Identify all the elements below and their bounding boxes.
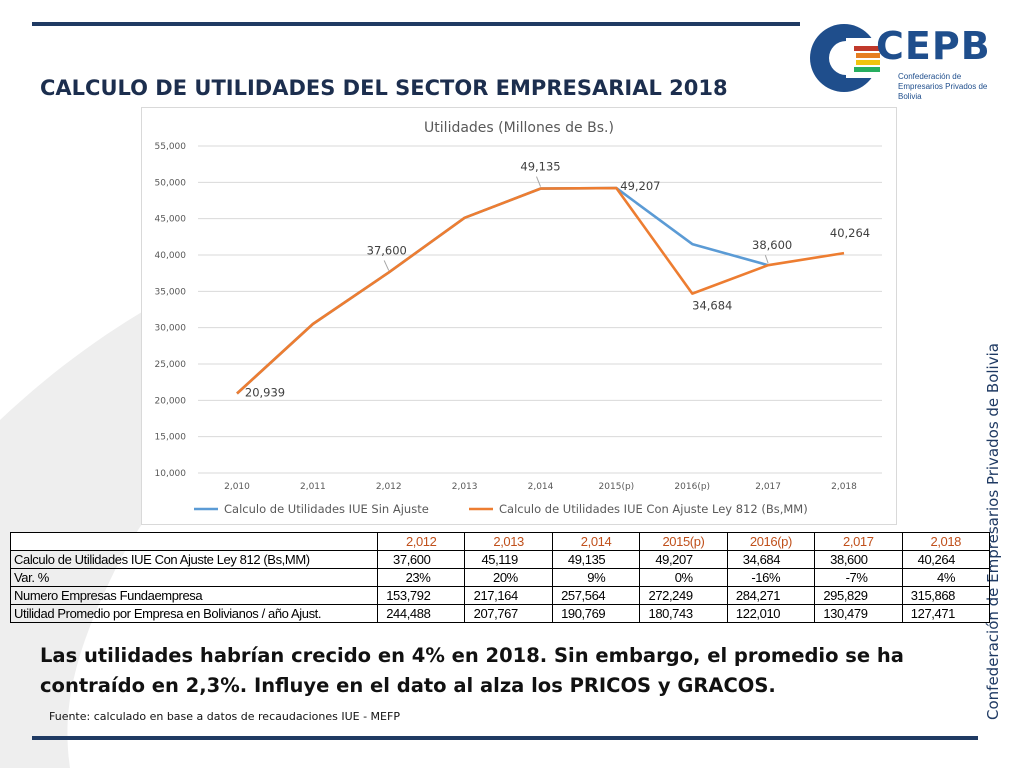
table-header-cell: 2015(p) [639, 532, 728, 551]
logo-wordmark: CEPB [876, 24, 991, 68]
table-cell: 295,829 [814, 586, 903, 605]
table-cell: 40,264 [901, 550, 991, 569]
y-tick-label: 35,000 [155, 287, 187, 297]
x-tick-label: 2,010 [224, 482, 250, 492]
table-cell: 257,564 [551, 586, 641, 605]
chart-title: Utilidades (Millones de Bs.) [424, 120, 614, 136]
table-header-cell: 2,013 [464, 532, 553, 551]
data-label: 34,684 [692, 299, 732, 313]
table-cell: 217,164 [464, 586, 553, 605]
conclusion-text: Las utilidades habrían crecido en 4% en … [40, 644, 904, 697]
x-tick-label: 2016(p) [674, 482, 710, 492]
table-header-row: 2,012 2,013 2,014 2015(p) 2016(p) 2,017 … [10, 532, 991, 551]
table-header-cell [10, 532, 378, 551]
cepb-logo-mark [810, 24, 882, 92]
y-tick-label: 45,000 [155, 215, 187, 225]
table-cell: 34,684 [726, 550, 816, 569]
top-rule [32, 22, 800, 26]
table-row: Numero Empresas Fundaempresa 153,792 217… [10, 586, 991, 605]
table-row: Calculo de Utilidades IUE Con Ajuste Ley… [10, 550, 991, 569]
legend-entry-2: Calculo de Utilidades IUE Con Ajuste Ley… [499, 502, 808, 516]
table-row-label: Utilidad Promedio por Empresa en Bolivia… [10, 604, 378, 623]
table-cell: 180,743 [639, 604, 728, 623]
data-label: 40,264 [830, 226, 870, 240]
bottom-rule [32, 736, 978, 740]
x-tick-label: 2,017 [755, 482, 781, 492]
logo-subtitle: Confederación de Empresarios Privados de… [898, 72, 988, 101]
y-tick-label: 20,000 [155, 396, 187, 406]
x-tick-label: 2,018 [831, 482, 857, 492]
data-label: 49,207 [620, 179, 660, 193]
table-row: Var. % 23% 20% 9% 0% -16% -7% 4% [10, 568, 991, 587]
data-label: 49,135 [520, 160, 560, 174]
table-cell: 244,488 [376, 604, 466, 623]
data-label: 20,939 [245, 386, 285, 400]
table-cell: 315,868 [901, 586, 991, 605]
table-cell: 20% [464, 568, 553, 587]
cepb-logo: CEPB Confederación de Empresarios Privad… [806, 18, 1006, 101]
table-cell: 272,249 [639, 586, 728, 605]
data-label-leader [536, 176, 541, 187]
data-label: 37,600 [367, 243, 407, 257]
table-cell: -16% [726, 568, 816, 587]
table-cell: 153,792 [376, 586, 466, 605]
series-line-2 [236, 186, 845, 395]
data-label: 38,600 [752, 238, 792, 252]
data-label-leader [383, 260, 390, 271]
table-cell: 284,271 [726, 586, 816, 605]
x-tick-label: 2015(p) [599, 482, 635, 492]
table-cell: 127,471 [901, 604, 991, 623]
table-cell: 207,767 [464, 604, 553, 623]
table-cell: 9% [551, 568, 641, 587]
data-table: 2,012 2,013 2,014 2015(p) 2016(p) 2,017 … [10, 532, 991, 623]
y-tick-label: 30,000 [155, 324, 187, 334]
x-tick-label: 2,013 [452, 482, 478, 492]
y-tick-label: 25,000 [155, 360, 187, 370]
table-row: Utilidad Promedio por Empresa en Bolivia… [10, 604, 991, 623]
table-header-cell: 2,018 [901, 532, 991, 551]
table-cell: 45,119 [464, 550, 553, 569]
table-header-cell: 2016(p) [726, 532, 816, 551]
table-row-label: Numero Empresas Fundaempresa [10, 586, 378, 605]
y-tick-label: 10,000 [155, 469, 187, 479]
table-cell: -7% [814, 568, 903, 587]
table-row-label: Var. % [10, 568, 378, 587]
table-cell: 23% [376, 568, 466, 587]
table-cell: 49,207 [639, 550, 728, 569]
x-tick-label: 2,014 [528, 482, 554, 492]
source-note: Fuente: calculado en base a datos de rec… [49, 710, 400, 723]
y-tick-label: 55,000 [155, 142, 187, 152]
table-cell: 37,600 [376, 550, 466, 569]
table-header-cell: 2,012 [376, 532, 466, 551]
table-header-cell: 2,014 [551, 532, 641, 551]
table-cell: 38,600 [814, 550, 903, 569]
table-cell: 190,769 [551, 604, 641, 623]
table-row-label: Calculo de Utilidades IUE Con Ajuste Ley… [10, 550, 378, 569]
page-title: CALCULO DE UTILIDADES DEL SECTOR EMPRESA… [40, 76, 728, 100]
table-header-cell: 2,017 [814, 532, 903, 551]
y-tick-label: 15,000 [155, 433, 187, 443]
table-cell: 49,135 [551, 550, 641, 569]
y-tick-label: 50,000 [155, 178, 187, 188]
table-cell: 122,010 [726, 604, 816, 623]
table-cell: 4% [901, 568, 991, 587]
data-label-leader [764, 255, 769, 264]
line-chart: Utilidades (Millones de Bs.) 10,000 15,000… [141, 107, 897, 525]
table-cell: 130,479 [814, 604, 903, 623]
x-tick-label: 2,011 [300, 482, 326, 492]
chart-svg: Utilidades (Millones de Bs.) 10,000 15,000… [155, 120, 882, 516]
y-tick-label: 40,000 [155, 251, 187, 261]
legend-entry-1: Calculo de Utilidades IUE Sin Ajuste [224, 502, 429, 516]
table-cell: 0% [639, 568, 728, 587]
x-tick-label: 2,012 [376, 482, 402, 492]
